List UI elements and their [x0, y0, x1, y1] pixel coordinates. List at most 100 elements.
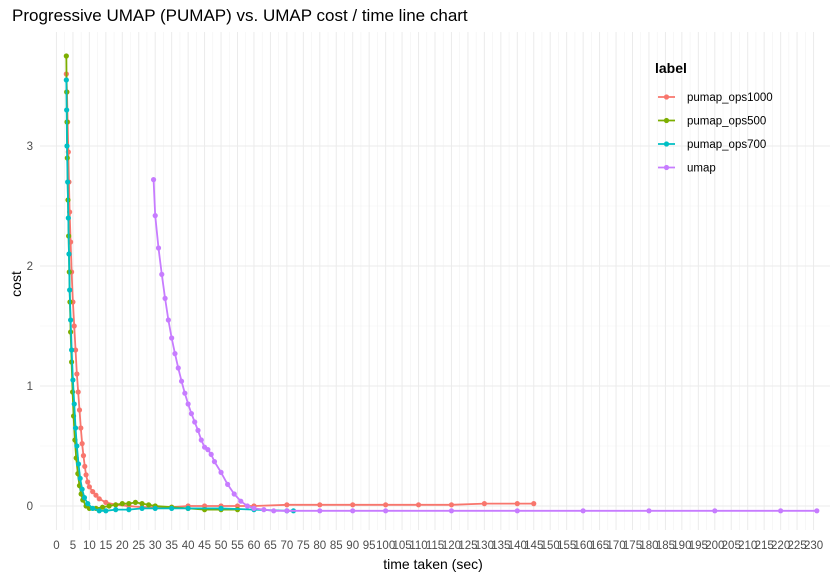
data-point-pumap_ops1000 — [79, 441, 85, 447]
data-point-pumap_ops700 — [68, 317, 74, 323]
x-tick-label: 185 — [656, 540, 675, 552]
data-point-pumap_ops700 — [90, 505, 96, 511]
data-point-pumap_ops700 — [185, 505, 191, 511]
data-point-pumap_ops1000 — [85, 479, 91, 485]
y-tick-label: 3 — [27, 141, 33, 153]
legend-label: pumap_ops700 — [687, 139, 766, 151]
data-point-umap — [271, 508, 277, 514]
data-point-pumap_ops1000 — [234, 503, 241, 509]
data-point-pumap_ops700 — [63, 77, 69, 83]
legend-label: pumap_ops1000 — [687, 92, 773, 104]
x-tick-label: 205 — [722, 540, 741, 552]
data-point-pumap_ops700 — [113, 507, 119, 513]
data-point-umap — [152, 213, 158, 219]
data-point-pumap_ops700 — [139, 505, 145, 511]
data-point-umap — [350, 508, 356, 514]
data-point-pumap_ops500 — [146, 502, 152, 508]
data-point-pumap_ops700 — [65, 215, 71, 221]
data-point-pumap_ops1000 — [74, 371, 80, 377]
data-point-pumap_ops1000 — [317, 502, 323, 508]
x-tick-label: 35 — [165, 540, 178, 552]
data-point-pumap_ops700 — [81, 495, 88, 501]
data-point-umap — [514, 508, 520, 514]
data-point-pumap_ops500 — [99, 504, 106, 510]
x-tick-label: 210 — [738, 540, 757, 552]
x-tick-label: 220 — [771, 540, 790, 552]
x-tick-label: 80 — [313, 540, 326, 552]
data-point-umap — [712, 508, 718, 514]
data-point-umap — [225, 481, 231, 487]
data-point-umap — [159, 271, 165, 277]
data-point-pumap_ops1000 — [514, 501, 520, 507]
data-point-umap — [244, 503, 250, 509]
data-point-pumap_ops700 — [66, 251, 72, 257]
data-point-pumap_ops700 — [75, 461, 82, 467]
data-point-umap — [169, 335, 175, 341]
x-tick-label: 230 — [804, 540, 823, 552]
data-point-pumap_ops1000 — [383, 502, 389, 508]
x-axis-title: time taken (sec) — [383, 556, 483, 572]
data-point-pumap_ops700 — [70, 377, 76, 383]
data-point-pumap_ops500 — [139, 501, 145, 507]
tick-layer: 0 5 10 15 20 25 30 35 40 45 50 55 60 65 70 75 80 85 90 95 10… — [27, 141, 824, 552]
data-point-pumap_ops1000 — [71, 323, 77, 329]
data-point-umap — [198, 437, 204, 443]
x-tick-label: 125 — [458, 540, 477, 552]
x-tick-label: 30 — [149, 540, 162, 552]
data-point-umap — [178, 378, 185, 384]
data-point-umap — [205, 447, 211, 453]
data-point-pumap_ops700 — [79, 486, 85, 492]
x-tick-label: 225 — [787, 540, 806, 552]
data-point-umap — [195, 427, 201, 433]
x-tick-label: 175 — [623, 540, 642, 552]
x-tick-label: 165 — [590, 540, 609, 552]
x-tick-label: 45 — [198, 540, 211, 552]
y-axis-title: cost — [8, 271, 24, 297]
data-point-pumap_ops500 — [119, 501, 125, 507]
x-tick-label: 60 — [248, 540, 261, 552]
data-point-pumap_ops1000 — [78, 425, 84, 431]
x-tick-label: 50 — [215, 540, 228, 552]
data-point-pumap_ops1000 — [96, 496, 102, 502]
data-point-pumap_ops700 — [74, 443, 80, 449]
data-point-umap — [218, 469, 224, 475]
data-point-pumap_ops700 — [218, 505, 224, 511]
data-point-umap — [150, 177, 157, 183]
data-point-pumap_ops700 — [69, 347, 75, 353]
data-point-umap — [251, 505, 257, 511]
legend-title: label — [655, 60, 687, 76]
x-tick-label: 190 — [672, 540, 691, 552]
x-tick-label: 15 — [99, 540, 112, 552]
data-point-pumap_ops1000 — [80, 453, 87, 459]
data-point-pumap_ops500 — [126, 501, 132, 507]
data-point-umap — [208, 451, 214, 457]
data-point-pumap_ops1000 — [531, 501, 537, 507]
data-point-pumap_ops500 — [63, 53, 69, 59]
data-point-pumap_ops1000 — [90, 489, 96, 495]
x-tick-label: 55 — [231, 540, 244, 552]
data-point-umap — [175, 365, 181, 371]
x-tick-label: 180 — [639, 540, 658, 552]
legend-key-point — [663, 164, 670, 171]
chart-title: Progressive UMAP (PUMAP) vs. UMAP cost /… — [12, 6, 468, 25]
legend: label pumap_ops1000 pumap_ops500 pumap_ops… — [655, 60, 773, 175]
legend-key-point — [663, 94, 670, 100]
data-point-pumap_ops1000 — [75, 389, 81, 395]
x-tick-label: 95 — [363, 540, 376, 552]
data-point-pumap_ops700 — [126, 507, 132, 513]
data-point-pumap_ops1000 — [350, 502, 356, 508]
x-tick-label: 155 — [557, 540, 576, 552]
x-tick-label: 70 — [280, 540, 293, 552]
data-point-pumap_ops1000 — [93, 492, 99, 498]
x-tick-label: 130 — [475, 540, 494, 552]
series-line-pumap_ops500 — [65, 55, 238, 511]
x-tick-label: 40 — [182, 540, 195, 552]
data-point-umap — [261, 507, 267, 513]
data-point-umap — [211, 459, 218, 465]
data-point-pumap_ops1000 — [448, 502, 455, 508]
data-point-pumap_ops700 — [77, 475, 83, 481]
x-tick-label: 120 — [442, 540, 461, 552]
data-point-umap — [172, 351, 178, 357]
x-tick-label: 215 — [755, 540, 774, 552]
